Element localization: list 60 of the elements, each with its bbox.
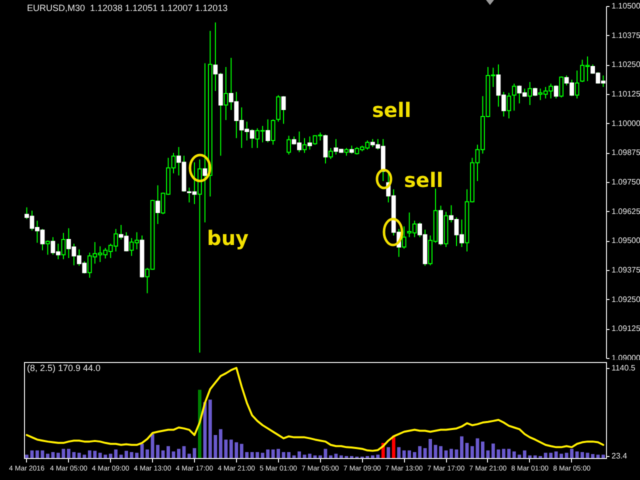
candlestick — [559, 76, 564, 98]
bar — [203, 402, 207, 458]
candlestick — [224, 66, 228, 121]
bar — [397, 447, 401, 458]
y-tick-label: 1.09125 — [612, 324, 640, 334]
bar — [166, 446, 170, 458]
annotation: sell — [404, 168, 444, 192]
candlestick — [286, 135, 291, 156]
candlestick — [276, 94, 281, 122]
y-tick-label: 23.4 — [612, 452, 628, 461]
bar — [318, 455, 322, 458]
bar — [298, 451, 301, 458]
bar — [177, 448, 180, 458]
candlestick — [574, 70, 580, 99]
y-tick-label: 1.09875 — [612, 148, 640, 158]
candlestick — [402, 226, 406, 250]
line-series — [26, 366, 604, 452]
annotation: buy — [207, 226, 249, 250]
bar — [470, 446, 474, 458]
candlestick — [328, 147, 333, 160]
y-tick-label: 1.09750 — [612, 178, 640, 186]
y-tick-label: 1.10375 — [612, 30, 640, 40]
y-tick-label: 1.09625 — [612, 206, 640, 216]
candlestick — [302, 138, 307, 154]
candlestick — [46, 240, 50, 256]
bar — [188, 454, 191, 458]
candlestick — [512, 83, 516, 112]
y-tick-label: 1.09375 — [612, 266, 640, 274]
y-tick-label: 1.10125 — [612, 90, 640, 98]
candlestick — [506, 92, 512, 119]
candlestick — [528, 82, 532, 106]
bar — [334, 454, 338, 458]
bar — [591, 454, 594, 458]
candlestick — [270, 118, 276, 146]
bar — [25, 454, 28, 458]
bar — [392, 436, 396, 458]
y-tick-label: 1.10000 — [612, 118, 640, 128]
bar — [308, 454, 312, 458]
bar — [602, 454, 605, 458]
bar — [596, 454, 600, 458]
chart-title: (8, 2.5) 170.9 44.0 — [27, 363, 101, 373]
chart-title: EURUSD,M30 1.12038 1.12051 1.12007 1.12013 — [27, 3, 228, 13]
bar — [386, 447, 390, 458]
bar — [36, 450, 39, 458]
bar — [156, 444, 160, 458]
bar — [198, 390, 202, 458]
y-tick-label: 1140.5 — [612, 363, 636, 372]
bar — [450, 448, 453, 458]
bar — [302, 454, 306, 458]
y-tick-label: 1.09500 — [612, 236, 640, 246]
y-tick-label: 1.10250 — [612, 60, 640, 70]
bar — [439, 446, 442, 458]
y-tick-label: 1.10500 — [612, 2, 640, 10]
bar — [329, 455, 332, 458]
bar — [46, 454, 50, 458]
candlestick — [61, 232, 66, 260]
annotation: sell — [372, 98, 412, 122]
y-tick-label: 1.09250 — [612, 294, 640, 304]
bar — [580, 452, 584, 458]
bar — [460, 436, 464, 458]
